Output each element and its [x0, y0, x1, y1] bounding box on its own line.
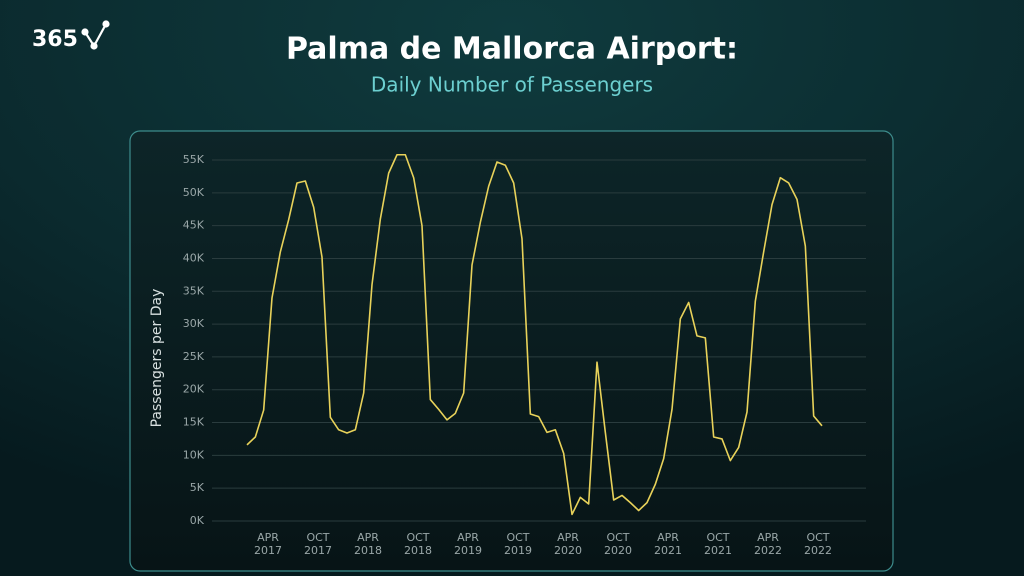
y-tick-label: 10K — [183, 448, 205, 461]
y-tick-label: 35K — [183, 284, 205, 297]
x-tick-label: APR 2021 — [654, 531, 682, 557]
y-tick-label: 50K — [183, 186, 205, 199]
x-tick-label: OCT 2018 — [404, 531, 432, 557]
logo-icon — [81, 20, 110, 50]
logo: 365 — [32, 27, 78, 52]
y-tick-label: 40K — [183, 251, 205, 264]
y-tick-label: 55K — [183, 153, 205, 166]
y-tick-label: 20K — [183, 383, 205, 396]
y-tick-label: 45K — [183, 219, 205, 232]
x-tick-label: APR 2019 — [454, 531, 482, 557]
x-tick-label: OCT 2022 — [804, 531, 832, 557]
y-tick-label: 30K — [183, 317, 205, 330]
chart-subtitle: Daily Number of Passengers — [371, 73, 653, 97]
x-tick-label: OCT 2017 — [304, 531, 332, 557]
chart-title: Palma de Mallorca Airport: — [286, 32, 738, 67]
x-tick-label: OCT 2019 — [504, 531, 532, 557]
data-line — [246, 153, 823, 516]
y-axis-label: Passengers per Day — [149, 289, 165, 428]
x-tick-label: APR 2020 — [554, 531, 582, 557]
y-tick-label: 0K — [190, 514, 205, 527]
x-tick-label: APR 2017 — [254, 531, 282, 557]
x-tick-label: OCT 2021 — [704, 531, 732, 557]
x-tick-label: APR 2022 — [754, 531, 782, 557]
y-tick-label: 15K — [183, 416, 205, 429]
x-tick-label: APR 2018 — [354, 531, 382, 557]
y-tick-label: 25K — [183, 350, 205, 363]
y-tick-label: 5K — [190, 481, 205, 494]
x-tick-label: OCT 2020 — [604, 531, 632, 557]
plot-panel — [129, 130, 894, 572]
